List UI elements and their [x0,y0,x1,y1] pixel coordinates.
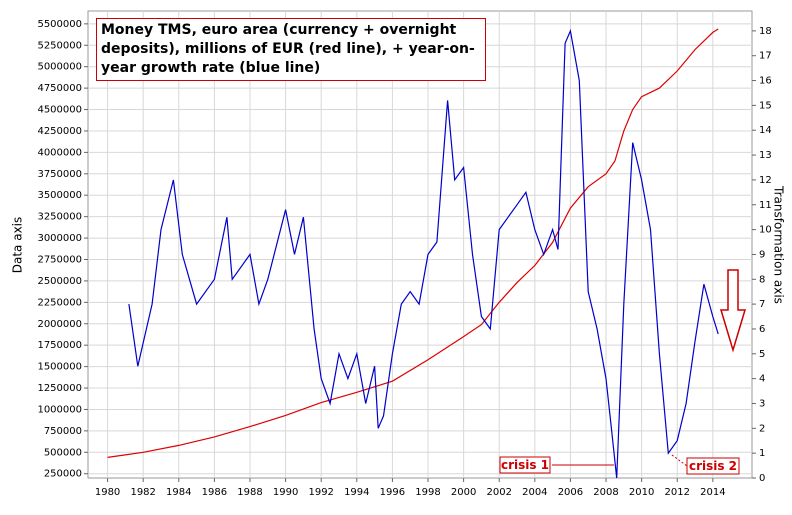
y2-tick-label: 18 [759,26,772,37]
annotation-box [499,456,551,474]
x-tick-label: 2006 [558,487,583,498]
y-tick-label: 4000000 [37,147,82,158]
y-tick-label: 2250000 [37,297,82,308]
annotation: crisis 1 [501,458,549,472]
x-tick-label: 2012 [665,487,690,498]
x-tick-label: 1996 [380,487,405,498]
y-tick-label: 250000 [44,469,82,480]
y-tick-label: 4250000 [37,126,82,137]
y-tick-label: 2000000 [37,319,82,330]
y-tick-label: 1500000 [37,362,82,373]
y-tick-label: 3750000 [37,169,82,180]
y2-tick-label: 12 [759,175,772,186]
y2-tick-label: 8 [759,274,765,285]
y-tick-label: 1750000 [37,340,82,351]
plot-area [87,10,753,479]
annotation-line [671,454,688,467]
chart-title: Money TMS, euro area (currency + overnig… [96,18,486,81]
arrow [719,269,747,353]
y2-tick-label: 2 [759,423,765,434]
y2-tick-label: 17 [759,51,772,62]
x-tick-label: 1980 [95,487,120,498]
y-axis-label: Data axis [11,217,25,274]
x-tick-label: 1992 [308,487,333,498]
x-tick-label: 1990 [273,487,298,498]
y2-axis-label: Transformation axis [772,185,786,304]
x-tick-label: 1988 [237,487,262,498]
x-tick-label: 1994 [344,487,369,498]
x-tick-label: 1982 [130,487,155,498]
y-tick-label: 3250000 [37,212,82,223]
y2-tick-label: 6 [759,324,765,335]
x-tick-label: 2008 [593,487,618,498]
y-tick-label: 5250000 [37,40,82,51]
x-tick-label: 2004 [522,487,547,498]
y-tick-label: 4500000 [37,105,82,116]
y-tick-label: 500000 [44,447,82,458]
y-tick-label: 1000000 [37,404,82,415]
x-tick-label: 1986 [202,487,227,498]
y-tick-label: 1250000 [37,383,82,394]
y-tick-label: 4750000 [37,83,82,94]
y2-tick-label: 4 [759,374,765,385]
y-tick-label: 2500000 [37,276,82,287]
y2-tick-label: 10 [759,225,772,236]
y2-tick-label: 16 [759,76,772,87]
y-tick-label: 3500000 [37,190,82,201]
y2-tick-label: 7 [759,299,765,310]
y2-tick-label: 0 [759,473,765,484]
y-tick-label: 2750000 [37,254,82,265]
y2-tick-label: 14 [759,125,772,136]
series-line [107,28,719,458]
x-tick-label: 2014 [700,487,725,498]
series-line [128,28,719,479]
y2-tick-label: 5 [759,349,765,360]
x-tick-label: 2000 [451,487,476,498]
y-tick-label: 750000 [44,426,82,437]
x-tick-label: 1984 [166,487,191,498]
x-tick-label: 1998 [415,487,440,498]
y-tick-label: 5000000 [37,62,82,73]
y2-tick-label: 3 [759,398,765,409]
grid [88,11,752,478]
y2-tick-label: 13 [759,150,772,161]
x-tick-label: 2002 [486,487,511,498]
y-tick-label: 3000000 [37,233,82,244]
y2-tick-label: 15 [759,100,772,111]
y2-tick-label: 9 [759,249,765,260]
annotation-box [686,457,740,475]
y2-tick-label: 11 [759,200,772,211]
y-tick-label: 5500000 [37,19,82,30]
x-tick-label: 2010 [629,487,654,498]
y2-tick-label: 1 [759,448,765,459]
annotation: crisis 2 [689,459,737,473]
